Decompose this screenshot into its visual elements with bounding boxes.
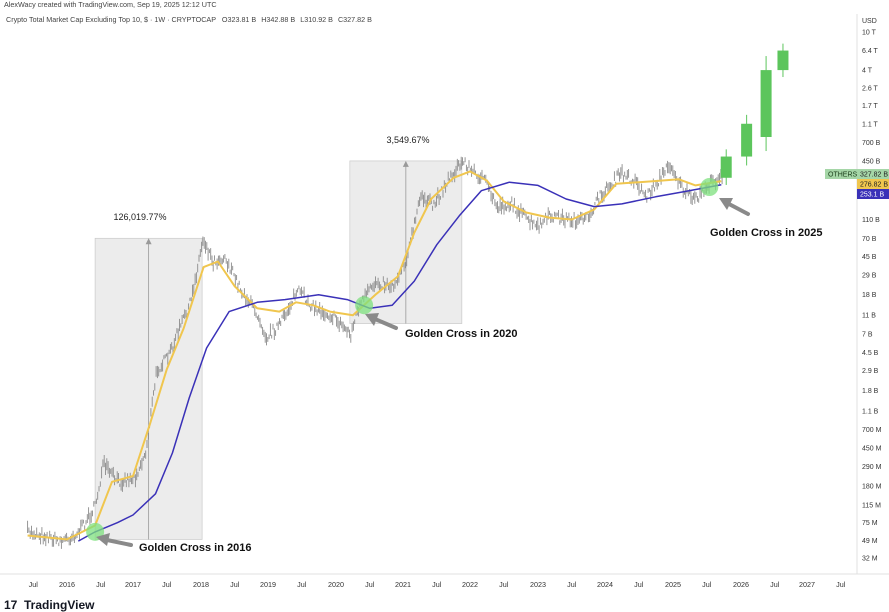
- range-arrowhead-1: [402, 160, 409, 167]
- time-tick-24: Jul: [836, 580, 846, 589]
- price-tick-8: 110 B: [862, 217, 880, 224]
- time-tick-7: 2019: [260, 580, 276, 589]
- time-tick-4: Jul: [162, 580, 172, 589]
- header-symbol: Crypto Total Market Cap Excluding Top 10…: [6, 15, 372, 24]
- arrow-2025: [719, 198, 750, 216]
- golden-cross-circle-2: [700, 178, 719, 197]
- price-tick-15: 4.5 B: [862, 350, 879, 357]
- price-tick-26: 32 M: [862, 556, 878, 563]
- price-badges: OTHERS 327.82 B 276.82 B 253.1 B: [825, 169, 889, 199]
- price-tick-5: 1.1 T: [862, 121, 879, 128]
- cross-2025-label: Golden Cross in 2025: [710, 227, 822, 239]
- ma-line-fast: [27, 170, 722, 541]
- cross-2016-label: Golden Cross in 2016: [139, 542, 251, 554]
- badge-bg-2: [857, 189, 889, 199]
- price-tick-25: 49 M: [862, 538, 878, 545]
- time-tick-10: Jul: [365, 580, 375, 589]
- symbol-line: Crypto Total Market Cap Excluding Top 10…: [6, 15, 216, 24]
- price-tick-21: 290 M: [862, 464, 882, 471]
- time-tick-3: 2017: [125, 580, 141, 589]
- time-tick-0: Jul: [29, 580, 39, 589]
- time-tick-18: Jul: [634, 580, 644, 589]
- header-credit: AlexWacy created with TradingView.com, S…: [4, 0, 217, 9]
- price-tick-17: 1.8 B: [862, 388, 879, 395]
- price-tick-22: 180 M: [862, 484, 882, 491]
- price-tick-4: 1.7 T: [862, 103, 879, 110]
- price-tick-7: 450 B: [862, 158, 881, 165]
- badge-bg-0: [857, 169, 889, 179]
- price-tick-24: 75 M: [862, 520, 878, 527]
- time-tick-11: 2021: [395, 580, 411, 589]
- ohlc-high: H342.88 B: [261, 15, 295, 24]
- price-tick-6: 700 B: [862, 140, 881, 147]
- price-tick-23: 115 M: [862, 502, 881, 509]
- time-axis-ticks: Jul 2016 Jul 2017 Jul 2018 Jul 2019 Jul 2020 Jul 20…: [29, 580, 846, 589]
- tradingview-logo: 17 TradingView: [4, 598, 95, 612]
- tv-mark-icon: 17: [4, 598, 18, 612]
- time-tick-5: 2018: [193, 580, 209, 589]
- price-tick-11: 29 B: [862, 272, 877, 279]
- price-tick-14: 7 B: [862, 332, 873, 339]
- proj-candle-3: [777, 50, 789, 71]
- time-tick-22: Jul: [770, 580, 780, 589]
- tv-wordmark: TradingView: [24, 598, 95, 612]
- price-tick-20: 450 M: [862, 446, 882, 453]
- time-tick-8: Jul: [297, 580, 307, 589]
- price-tick-0: 10 T: [862, 30, 877, 37]
- time-tick-13: 2022: [462, 580, 478, 589]
- range-2016-pct: 126,019.77%: [113, 212, 166, 222]
- cross-2020-label: Golden Cross in 2020: [405, 328, 517, 340]
- arrow-2020: [365, 313, 398, 330]
- time-tick-17: 2024: [597, 580, 613, 589]
- time-tick-19: 2025: [665, 580, 681, 589]
- price-tick-10: 45 B: [862, 254, 877, 261]
- ohlc-open: O323.81 B: [222, 15, 257, 24]
- price-tick-3: 2.6 T: [862, 86, 879, 93]
- time-tick-1: 2016: [59, 580, 75, 589]
- time-tick-6: Jul: [230, 580, 240, 589]
- price-tick-9: 70 B: [862, 236, 877, 243]
- price-tick-2: 4 T: [862, 68, 873, 75]
- price-tick-1: 6.4 T: [862, 48, 879, 55]
- badge-value-0: 327.82 B: [860, 172, 888, 179]
- price-tick-19: 700 M: [862, 427, 882, 434]
- price-tick-12: 18 B: [862, 292, 877, 299]
- time-tick-16: Jul: [567, 580, 577, 589]
- golden-cross-circle-1: [355, 296, 374, 315]
- time-tick-9: 2020: [328, 580, 344, 589]
- projection-candles: [720, 43, 789, 185]
- time-tick-23: 2027: [799, 580, 815, 589]
- time-tick-21: 2026: [733, 580, 749, 589]
- currency-label: USD: [862, 18, 877, 25]
- time-tick-20: Jul: [702, 580, 712, 589]
- range-arrowhead-0: [145, 238, 152, 245]
- time-tick-14: Jul: [499, 580, 509, 589]
- badge-bg-1: [857, 179, 889, 189]
- proj-candle-1: [741, 123, 753, 157]
- proj-candle-0: [720, 156, 732, 178]
- range-2020-pct: 3,549.67%: [386, 135, 429, 145]
- badge-symbol-label: OTHERS: [828, 172, 858, 179]
- time-tick-12: Jul: [432, 580, 442, 589]
- arrow-2016: [96, 533, 133, 547]
- time-tick-15: 2023: [530, 580, 546, 589]
- price-tick-16: 2.9 B: [862, 368, 879, 375]
- badge-value-2: 253.1 B: [860, 192, 884, 199]
- price-tick-18: 1.1 B: [862, 408, 879, 415]
- badge-value-1: 276.82 B: [860, 182, 888, 189]
- ohlc-close: C327.82 B: [338, 15, 372, 24]
- ohlc-low: L310.92 B: [300, 15, 333, 24]
- price-tick-13: 11 B: [862, 313, 876, 320]
- time-tick-2: Jul: [96, 580, 106, 589]
- badge-symbol-bg: [825, 169, 857, 179]
- proj-candle-2: [760, 70, 772, 138]
- price-axis-ticks: 10 T 6.4 T 4 T 2.6 T 1.7 T 1.1 T 700 B 450 B 110…: [862, 30, 882, 563]
